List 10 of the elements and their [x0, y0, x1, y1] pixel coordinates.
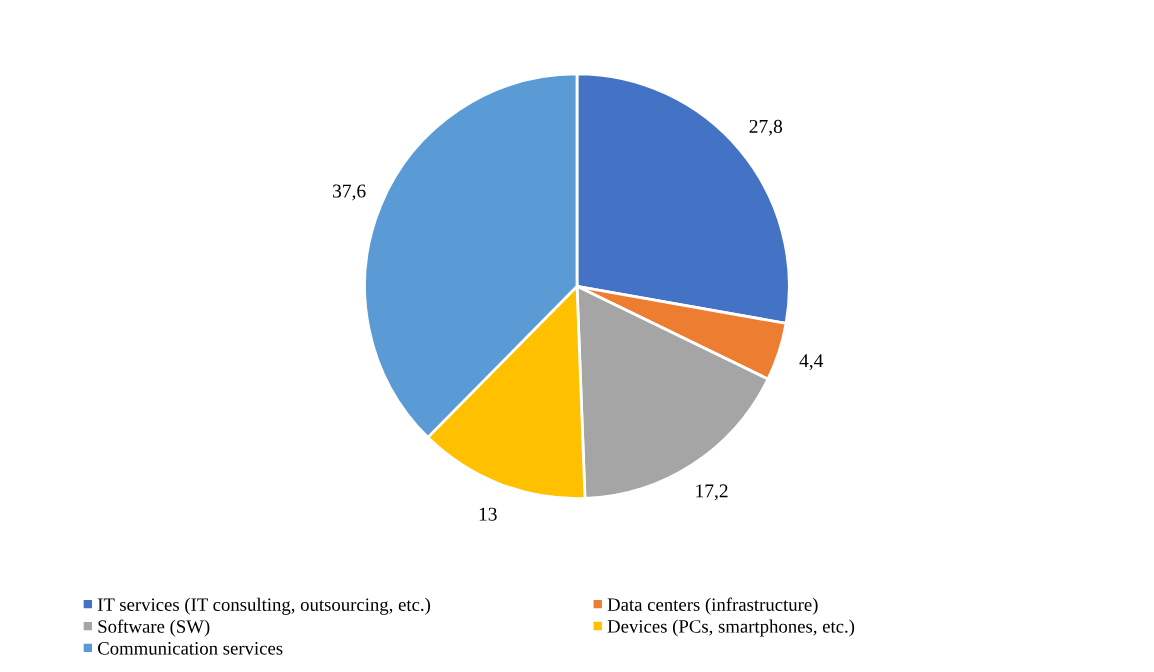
legend-label: Devices (PCs, smartphones, etc.) [607, 619, 855, 637]
legend-label: Data centers (infrastructure) [607, 597, 818, 615]
data-label: 4,4 [799, 354, 824, 371]
legend-label: Software (SW) [98, 619, 210, 637]
data-label: 13 [479, 507, 497, 521]
data-label: 37,6 [333, 184, 366, 201]
data-label: 27,8 [749, 119, 783, 136]
legend-label: IT services (IT consulting, outsourcing, etc.) [97, 597, 431, 615]
data-label: 17,2 [696, 484, 728, 501]
legend-label: Communication services [97, 642, 283, 655]
